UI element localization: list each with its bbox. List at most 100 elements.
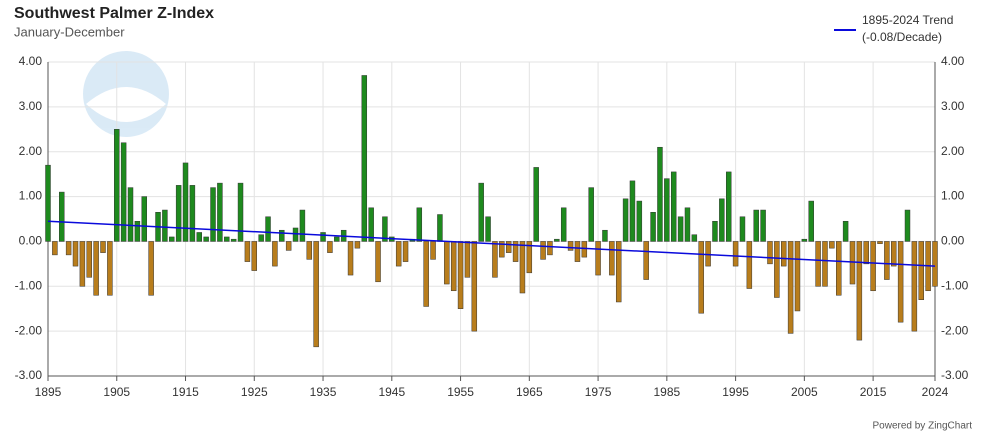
bar xyxy=(932,241,938,287)
bar xyxy=(787,241,794,334)
bar xyxy=(664,178,670,242)
bar xyxy=(512,241,519,262)
bar xyxy=(354,241,361,249)
bar xyxy=(629,180,636,242)
bar xyxy=(313,241,319,348)
bar xyxy=(182,162,189,242)
bar xyxy=(877,241,883,244)
bar xyxy=(540,241,546,260)
x-tick-label: 1935 xyxy=(310,385,337,399)
bar xyxy=(815,241,821,287)
bar xyxy=(45,164,51,242)
bar xyxy=(739,216,746,242)
bar xyxy=(120,142,127,242)
x-tick-label: 2015 xyxy=(860,385,887,399)
bar xyxy=(196,232,202,242)
x-tick-label: 1955 xyxy=(447,385,474,399)
bar xyxy=(464,241,471,278)
y-tick-label: 1.00 xyxy=(19,189,43,203)
bar xyxy=(361,75,368,242)
trend-line xyxy=(47,220,936,267)
x-tick-label: 1905 xyxy=(103,385,130,399)
bar xyxy=(93,241,99,296)
bar xyxy=(478,182,484,242)
bar xyxy=(774,241,780,298)
bar xyxy=(148,241,154,296)
bar xyxy=(492,241,498,278)
bar xyxy=(162,209,168,242)
bar xyxy=(334,236,340,242)
bar xyxy=(670,171,677,242)
bar xyxy=(602,229,608,242)
y-tick-label: -3.00 xyxy=(15,368,43,382)
y2-tick-label: 1.00 xyxy=(941,189,965,203)
chart-title: Southwest Palmer Z-Index xyxy=(14,5,214,22)
bar xyxy=(918,241,924,300)
bar xyxy=(801,238,808,242)
bar xyxy=(258,234,264,242)
y2-tick-label: 3.00 xyxy=(941,99,965,113)
x-tick-label: 1965 xyxy=(516,385,543,399)
bar xyxy=(59,191,65,242)
bar xyxy=(547,241,553,256)
bar xyxy=(574,241,581,262)
bar xyxy=(677,216,684,242)
bar xyxy=(52,241,58,256)
bar xyxy=(746,241,753,289)
bar xyxy=(306,241,313,260)
bar xyxy=(423,241,429,307)
x-tick-label: 1895 xyxy=(35,385,62,399)
bar xyxy=(107,241,113,296)
bar xyxy=(781,241,787,267)
bar xyxy=(725,171,732,242)
bar xyxy=(554,238,560,242)
bar xyxy=(457,241,464,309)
bar xyxy=(203,236,209,242)
bar xyxy=(698,241,704,314)
bar xyxy=(822,241,828,287)
bar xyxy=(505,241,512,253)
bar xyxy=(175,185,182,242)
bar xyxy=(430,241,436,260)
bar xyxy=(100,241,106,253)
bar xyxy=(402,241,409,262)
bar xyxy=(829,241,835,249)
bar xyxy=(615,241,622,303)
x-tick-label: 1985 xyxy=(653,385,680,399)
bar xyxy=(643,241,649,280)
legend-label: (-0.08/Decade) xyxy=(862,30,942,44)
bar xyxy=(595,241,601,276)
y2-tick-label: -1.00 xyxy=(941,278,969,292)
bar xyxy=(382,216,388,242)
bar xyxy=(86,241,92,278)
y2-tick-label: 4.00 xyxy=(941,54,965,68)
bar xyxy=(244,241,251,262)
bar xyxy=(320,232,326,242)
y-tick-label: 0.00 xyxy=(19,234,43,248)
bar xyxy=(609,241,615,276)
bar xyxy=(891,241,897,267)
bar xyxy=(127,187,134,242)
bar xyxy=(327,241,333,253)
bar xyxy=(169,236,175,242)
bar xyxy=(808,200,814,242)
bar xyxy=(581,241,588,258)
bar xyxy=(450,241,457,292)
x-tick-label: 1925 xyxy=(241,385,268,399)
bar xyxy=(375,241,381,283)
bar xyxy=(719,198,725,242)
credit: Powered by ZingChart xyxy=(873,421,973,432)
bar xyxy=(712,220,718,242)
bar xyxy=(691,234,698,242)
bar xyxy=(217,182,223,242)
bar xyxy=(753,209,759,242)
bar xyxy=(189,185,196,242)
bar xyxy=(732,241,739,267)
y2-tick-label: -3.00 xyxy=(941,368,969,382)
bar xyxy=(760,209,766,242)
bar xyxy=(134,220,141,242)
y-tick-label: 4.00 xyxy=(19,54,43,68)
bar xyxy=(657,146,663,242)
bar xyxy=(272,241,278,267)
